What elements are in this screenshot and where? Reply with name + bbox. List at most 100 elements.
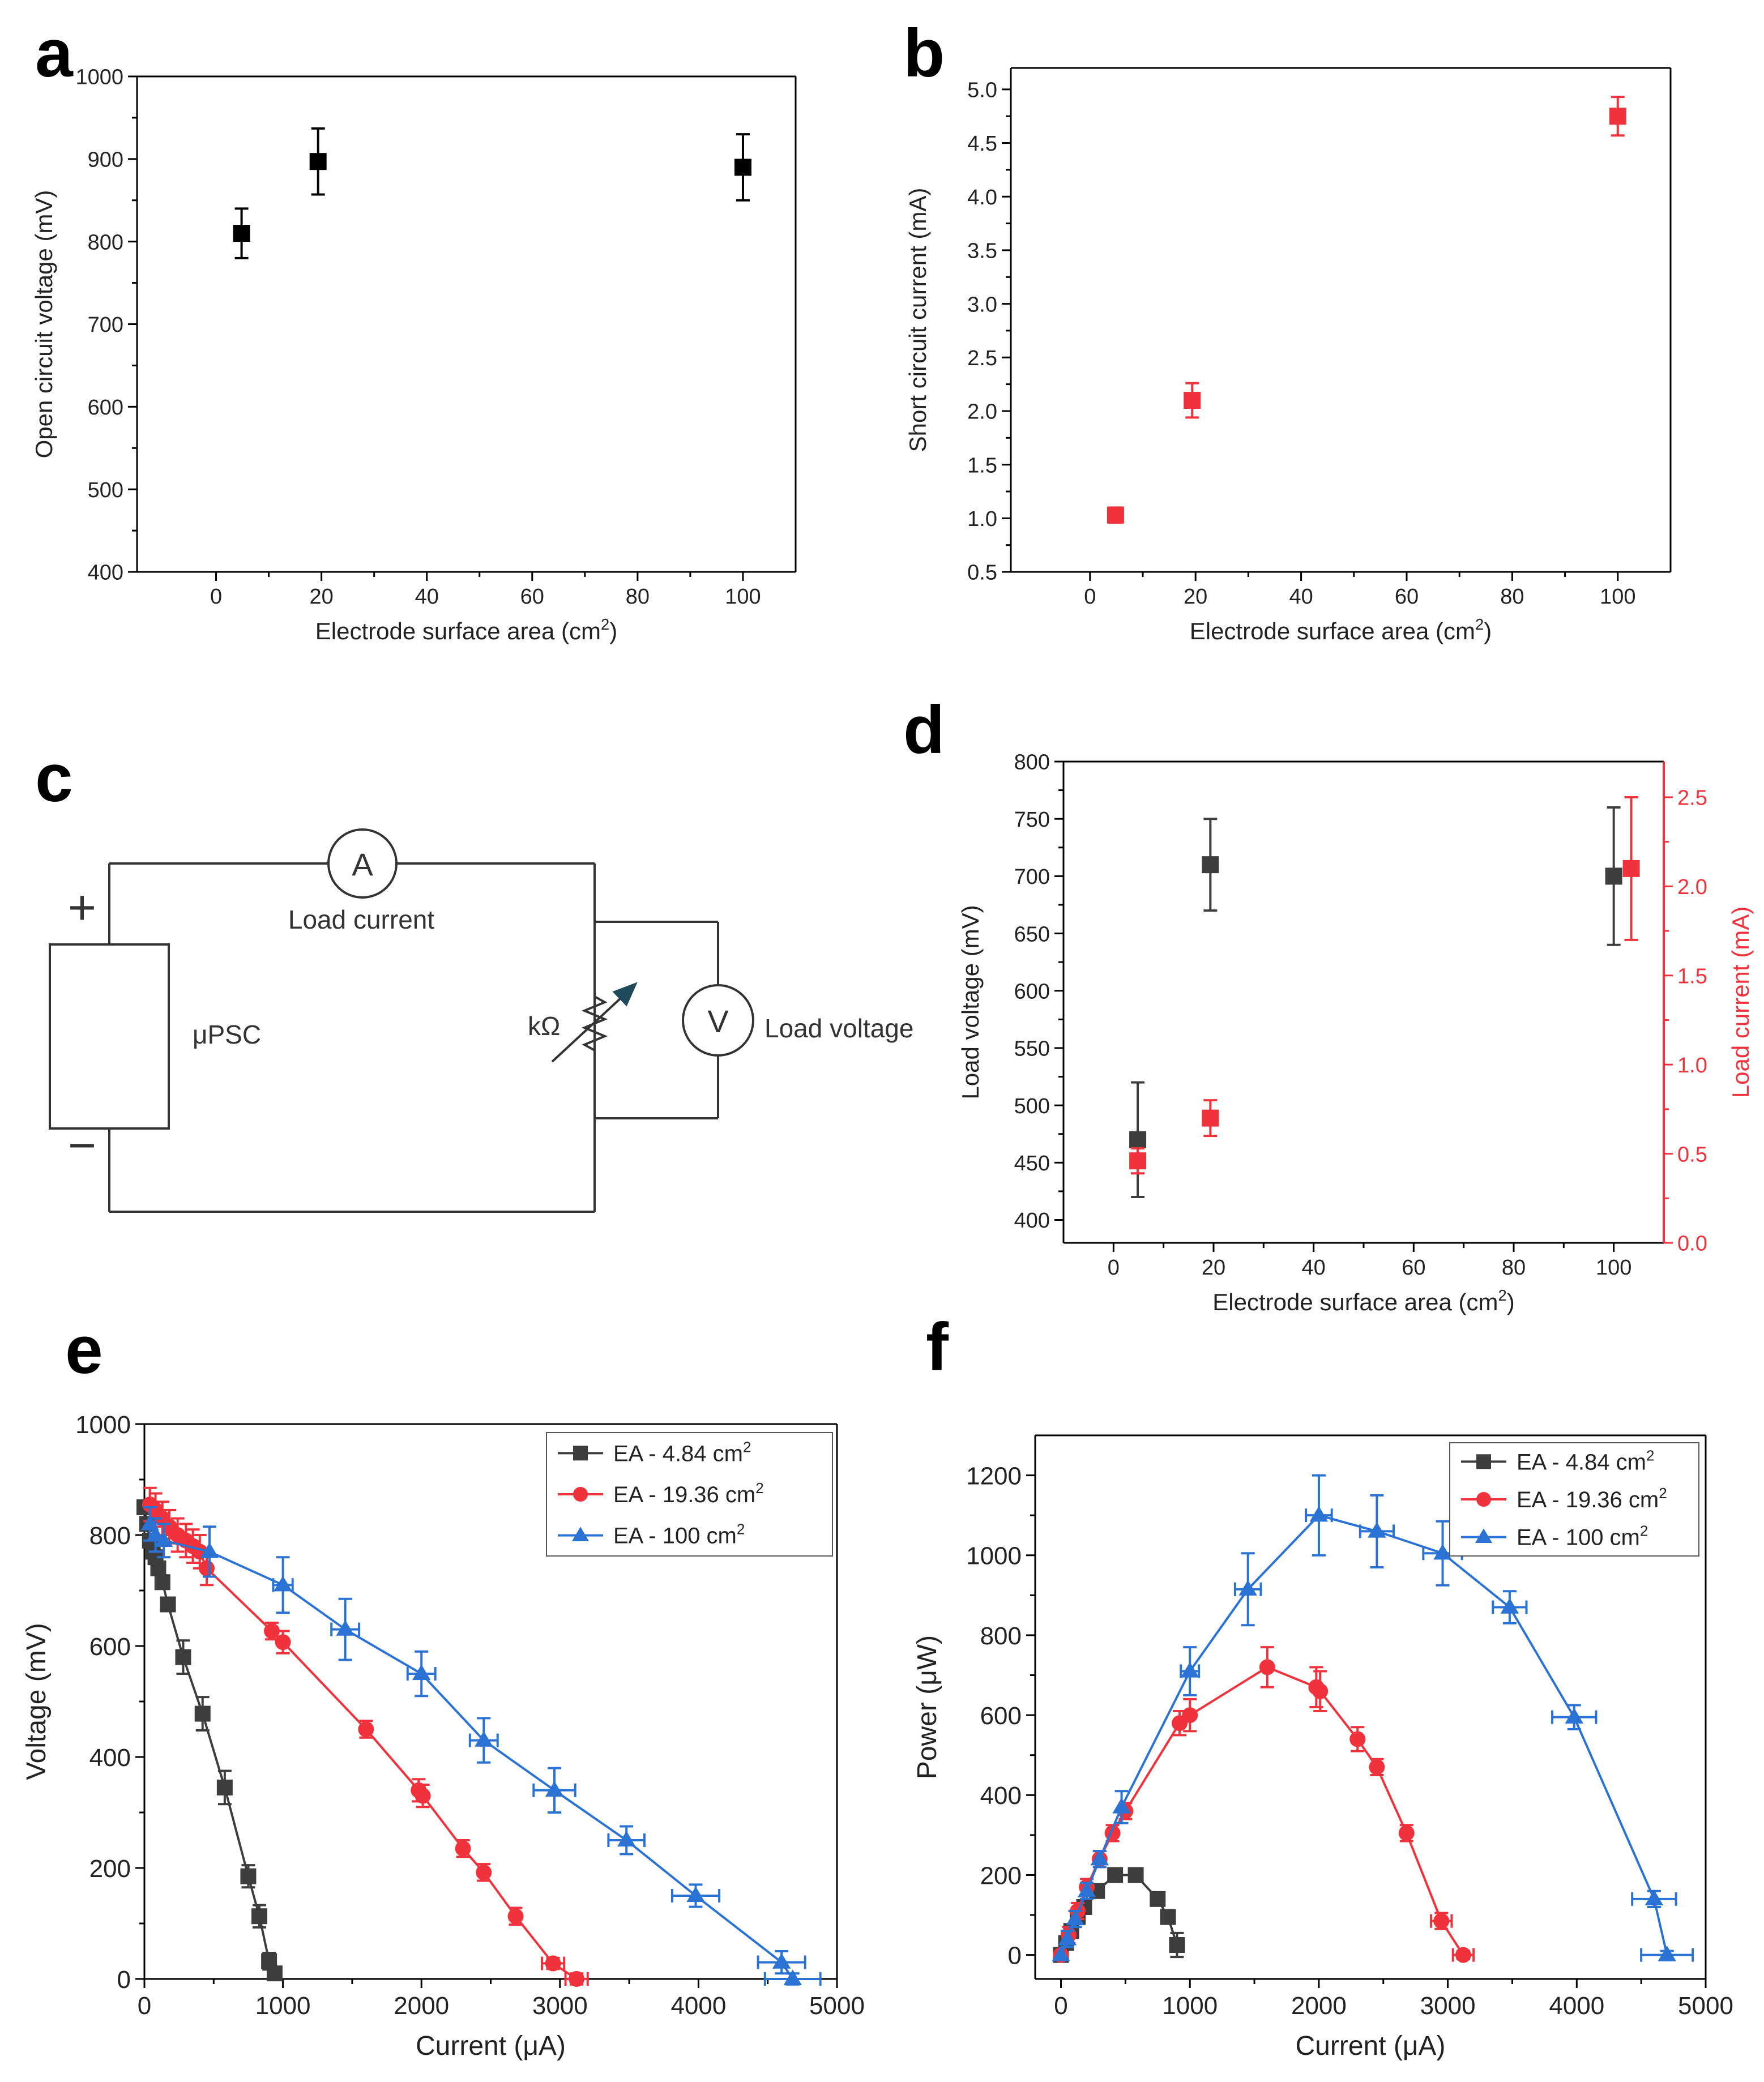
y-tick-label: 550 (1014, 1037, 1050, 1061)
ammeter-circle (327, 828, 398, 899)
data-point (507, 1908, 524, 1925)
y-tick-label: 800 (1014, 751, 1050, 775)
legend-label-text: EA - 4.84 cm (613, 1441, 743, 1466)
y-tick-label: 200 (980, 1862, 1022, 1889)
data-point (1202, 856, 1219, 874)
y-tick-label: 400 (1014, 1209, 1050, 1233)
data-point (1605, 867, 1622, 885)
data-point (264, 1623, 280, 1639)
x-axis-label-end: ) (609, 618, 617, 644)
data-point (146, 1525, 165, 1542)
data-point (1090, 1849, 1109, 1866)
data-point (545, 1955, 561, 1972)
legend-label-sup: 2 (1640, 1523, 1648, 1540)
legend-swatch-marker (571, 1527, 590, 1542)
circuit-diagram (49, 828, 754, 1213)
series-ea-100-cm (140, 1506, 822, 1986)
chart-d-load-voltage-current: 0 20 40 60 80 100 400 450 500 550 600 650 700 750 800 0… (957, 751, 1754, 1315)
y-tick-label: 400 (89, 1744, 131, 1772)
y-tick-label: 800 (89, 1522, 131, 1550)
data-point (1455, 1947, 1471, 1963)
y-tick-label: 450 (1014, 1152, 1050, 1175)
panel-letter-a: a (35, 15, 74, 91)
ammeter-label: Load current (288, 905, 434, 934)
y-tick-label: 500 (1014, 1095, 1050, 1118)
legend-label: EA - 4.84 cm2 (1517, 1447, 1654, 1474)
circuit-labels: + − A Load current μPSC kΩ V Load voltag… (68, 847, 914, 1173)
legend-label-text: EA - 19.36 cm (1517, 1487, 1659, 1512)
data-point (309, 153, 327, 170)
x-tick-label: 100 (1600, 585, 1635, 609)
y-tick-label: 1.5 (967, 454, 997, 477)
y-tick-label: 3.0 (967, 293, 997, 317)
data-point (233, 225, 250, 242)
source-box (49, 943, 170, 1130)
data-point (1369, 1759, 1385, 1775)
variable-arrow-line (551, 990, 630, 1063)
panel-letter-d: d (903, 692, 945, 768)
y-tick-label: 4.0 (967, 186, 997, 210)
x-tick-label: 20 (1184, 585, 1207, 609)
legend-swatch-marker (1476, 1492, 1491, 1507)
series-line (148, 1523, 794, 1980)
series-scc (1107, 96, 1626, 524)
data-point (1368, 1521, 1386, 1538)
y-tick-label: 5.0 (967, 79, 997, 102)
data-point (734, 159, 751, 176)
y-tick-label: 600 (88, 396, 123, 420)
x-tick-label: 2000 (394, 1992, 449, 2020)
data-point (1077, 1882, 1096, 1897)
data-point (251, 1908, 268, 1925)
y-tick-label: 4.5 (967, 132, 997, 156)
y-tick-label: 500 (88, 478, 123, 502)
data-point (569, 1971, 585, 1987)
y-tick-label: 650 (1014, 922, 1050, 946)
legend-label: EA - 100 cm2 (613, 1521, 745, 1549)
legend-label-sup: 2 (1646, 1447, 1654, 1464)
panel-letter-c: c (35, 740, 73, 816)
data-point (686, 1886, 705, 1903)
data-point (1129, 1131, 1147, 1148)
data-point (1433, 1544, 1452, 1560)
data-point (1349, 1731, 1366, 1747)
legend-label-text: EA - 100 cm (613, 1524, 737, 1549)
y-right-tick-label: 0.0 (1677, 1232, 1707, 1256)
x-tick-label: 80 (626, 585, 650, 609)
data-point (1500, 1598, 1519, 1614)
y-tick-label: 750 (1014, 808, 1050, 832)
x-axis-label-sup: 2 (1498, 1286, 1507, 1304)
data-point (1107, 506, 1124, 524)
voltmeter-symbol: V (707, 1003, 729, 1039)
data-point (1058, 1929, 1077, 1946)
chart-a-open-circuit-voltage: 0 20 40 60 80 100 400 500 600 700 800 900 1000 Electr… (31, 66, 797, 644)
data-point (1052, 1946, 1070, 1961)
variable-arrow-head (612, 982, 638, 1007)
data-point (175, 1649, 191, 1665)
x-axis-label-end: ) (1507, 1289, 1515, 1315)
series-ea-100-cm (1052, 1474, 1694, 1962)
y-tick-label: 1000 (966, 1542, 1022, 1570)
x-tick-label: 100 (725, 585, 761, 609)
data-point (415, 1788, 431, 1804)
panel-letter-b: b (903, 15, 945, 91)
x-tick-label: 60 (1402, 1256, 1425, 1280)
legend-label-text: EA - 19.36 cm (613, 1482, 755, 1507)
x-tick-label: 5000 (809, 1992, 865, 2020)
data-point (1309, 1506, 1329, 1522)
voltmeter-label: Load voltage (764, 1014, 913, 1043)
y-tick-label: 700 (88, 313, 123, 337)
data-point (336, 1620, 354, 1636)
data-point (358, 1721, 374, 1737)
data-point (476, 1864, 492, 1880)
x-tick-label: 1000 (1162, 1992, 1218, 2020)
legend-label: EA - 19.36 cm2 (613, 1480, 764, 1507)
data-point (154, 1574, 170, 1591)
y-tick-label: 900 (88, 148, 123, 172)
series-ea-19-36-cm (142, 1486, 589, 1987)
panel-letter-e: e (65, 1312, 103, 1388)
x-tick-label: 60 (1395, 585, 1419, 609)
legend-label: EA - 100 cm2 (1517, 1523, 1648, 1550)
x-tick-label: 1000 (255, 1992, 311, 2020)
